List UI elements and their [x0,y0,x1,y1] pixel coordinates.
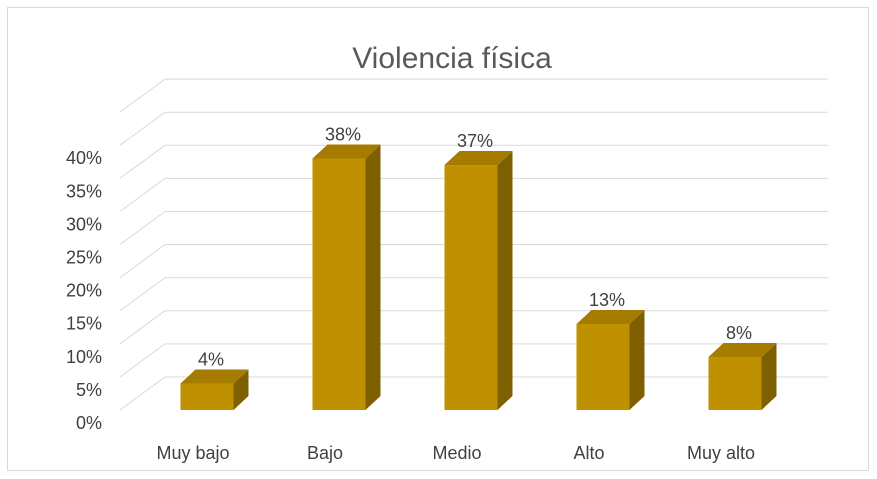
bar-front [444,165,498,410]
y-tick-label: 0% [76,413,102,433]
chart-title: Violencia física [352,42,552,75]
bar-top [180,369,249,384]
y-tick-label: 25% [66,248,102,268]
category-label: Muy alto [687,443,755,463]
y-tick-label: 40% [66,148,102,168]
gridline [119,211,828,245]
gridline [119,111,828,146]
bar [708,343,777,410]
bar-top [708,343,777,358]
bar-side [365,144,381,410]
bar-side [629,309,645,410]
data-label: 4% [198,350,224,370]
x-axis-categories: Muy bajo Bajo Medio Alto Muy alto [156,443,755,463]
gridline [119,277,828,312]
bar-front [708,357,762,410]
y-tick-label: 10% [66,347,102,367]
y-tick-label: 5% [76,380,102,400]
bars: 4% 38% 37% 13% 8% [180,124,777,410]
gridline [119,244,828,279]
bar-top [312,144,381,159]
bar-top [576,309,645,324]
y-tick-label: 30% [66,214,102,234]
gridline [119,177,828,212]
gridline [119,144,828,179]
category-label: Alto [573,443,604,463]
bar-front [180,383,234,410]
y-tick-label: 15% [66,314,102,334]
category-label: Medio [432,443,481,463]
category-label: Bajo [307,443,343,463]
bar [180,369,249,410]
bar-side [497,151,513,410]
bar [312,144,381,410]
category-label: Muy bajo [156,443,229,463]
y-tick-label: 20% [66,281,102,301]
y-tick-label: 35% [66,181,102,201]
gridline [119,78,828,113]
bar [576,309,645,410]
data-label: 38% [325,124,361,144]
data-label: 13% [589,290,625,310]
data-label: 8% [726,323,752,343]
bar-top [444,151,513,166]
bar-side [761,343,777,410]
bar-side [233,369,249,410]
bar-front [312,158,366,410]
y-axis-ticks: 0% 5% 10% 15% 20% 25% 30% 35% 40% [66,148,102,433]
bar [444,151,513,410]
bar-front [576,323,630,410]
data-label: 37% [457,131,493,151]
